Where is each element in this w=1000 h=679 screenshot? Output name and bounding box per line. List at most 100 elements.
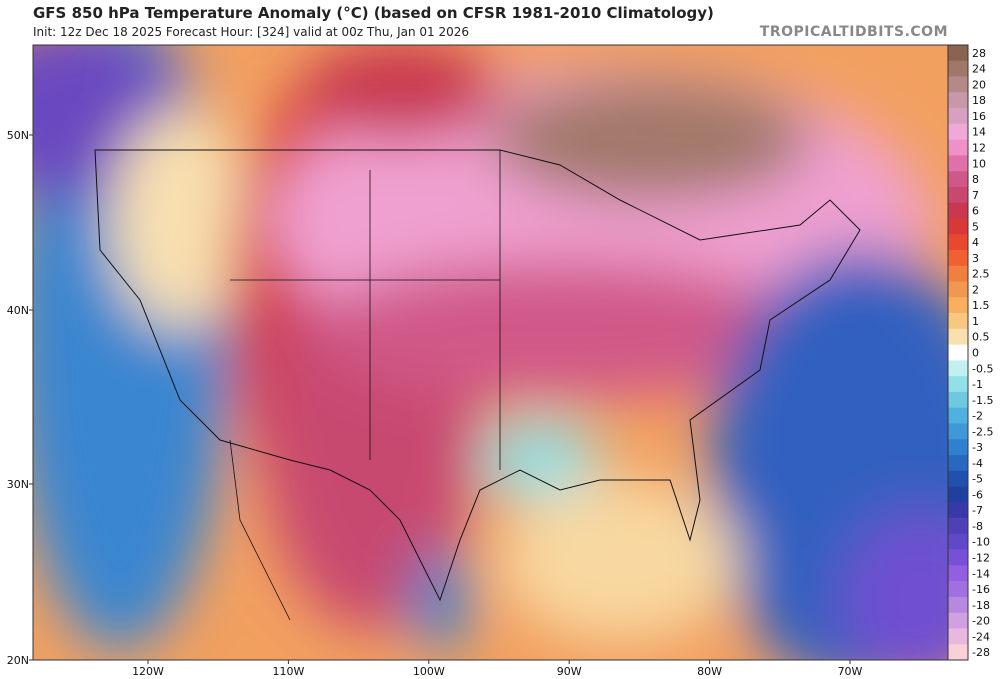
lat-label: 50N — [7, 129, 29, 142]
colorbar-swatch — [948, 186, 968, 203]
colorbar-swatch — [948, 439, 968, 456]
lat-label: 30N — [7, 478, 29, 491]
colorbar-label: -18 — [972, 599, 990, 612]
colorbar-label: 2.5 — [972, 268, 990, 281]
colorbar-swatch — [948, 376, 968, 393]
colorbar-label: 14 — [972, 126, 986, 139]
colorbar-swatch — [948, 265, 968, 282]
map-subtitle: Init: 12z Dec 18 2025 Forecast Hour: [32… — [33, 25, 470, 39]
colorbar-swatch — [948, 423, 968, 440]
colorbar-label: -8 — [972, 520, 983, 533]
colorbar-swatch — [948, 360, 968, 377]
lon-label: 120W — [132, 665, 164, 678]
colorbar-swatch — [948, 76, 968, 93]
colorbar-swatch — [948, 155, 968, 172]
lat-labels: 50N 40N 30N 20N — [7, 129, 33, 667]
colorbar-swatch — [948, 565, 968, 582]
colorbar-swatch — [948, 628, 968, 645]
colorbar-label: -28 — [972, 646, 990, 659]
colorbar-label: 6 — [972, 205, 979, 218]
colorbar-swatch — [948, 596, 968, 613]
colorbar-label: -3 — [972, 441, 983, 454]
field-blobs — [33, 45, 948, 660]
colorbar-label: 4 — [972, 236, 979, 249]
colorbar-label: -4 — [972, 457, 983, 470]
colorbar-label: -1.5 — [972, 394, 993, 407]
colorbar-swatch — [948, 344, 968, 361]
colorbar-label: 10 — [972, 157, 986, 170]
colorbar-swatch — [948, 612, 968, 629]
colorbar-label: 28 — [972, 47, 986, 60]
lon-label: 70W — [838, 665, 863, 678]
coastline — [94, 149, 861, 602]
colorbar-label: -14 — [972, 567, 990, 580]
anomaly-field — [33, 45, 948, 660]
map-title: GFS 850 hPa Temperature Anomaly (°C) (ba… — [33, 4, 714, 22]
colorbar-swatch — [948, 139, 968, 156]
colorbar-swatch — [948, 92, 968, 109]
colorbar-swatch — [948, 644, 968, 661]
colorbar-label: -5 — [972, 473, 983, 486]
colorbar-label: -2.5 — [972, 425, 993, 438]
colorbar-swatch — [948, 455, 968, 472]
colorbar-swatch — [948, 549, 968, 566]
colorbar-swatch — [948, 581, 968, 598]
colorbar-label: -1 — [972, 378, 983, 391]
colorbar-swatch — [948, 123, 968, 140]
colorbar-swatch — [948, 518, 968, 535]
colorbar-label: -20 — [972, 615, 990, 628]
colorbar-swatch — [948, 407, 968, 424]
colorbar-swatch — [948, 328, 968, 345]
colorbar-swatch — [948, 486, 968, 503]
colorbar-swatch — [948, 470, 968, 487]
colorbar: 28 24 20 18 16 14 12 10 8 7 6 5 4 3 2.5 2 1.5 1 0.5 0 -0.5 -1… — [947, 44, 993, 661]
colorbar-swatch — [948, 45, 968, 62]
colorbar-swatch — [948, 297, 968, 314]
colorbar-swatch — [948, 281, 968, 298]
colorbar-swatch — [948, 171, 968, 188]
colorbar-swatch — [948, 250, 968, 267]
colorbar-label: 20 — [972, 78, 986, 91]
colorbar-label: 8 — [972, 173, 979, 186]
colorbar-label: 5 — [972, 220, 979, 233]
lat-label: 40N — [7, 304, 29, 317]
colorbar-label: 7 — [972, 189, 979, 202]
colorbar-label: -12 — [972, 552, 990, 565]
colorbar-label: 24 — [972, 63, 986, 76]
colorbar-label: -0.5 — [972, 362, 993, 375]
lon-labels: 120W 110W 100W 90W 80W 70W — [132, 660, 863, 678]
colorbar-label: -10 — [972, 536, 990, 549]
colorbar-label: 3 — [972, 252, 979, 265]
colorbar-label: 1 — [972, 315, 979, 328]
colorbar-label: -6 — [972, 488, 983, 501]
colorbar-label: -16 — [972, 583, 990, 596]
colorbar-label: 16 — [972, 110, 986, 123]
colorbar-swatch — [948, 108, 968, 125]
colorbar-label: -24 — [972, 630, 990, 643]
colorbar-label: 0 — [972, 347, 979, 360]
colorbar-label: 1.5 — [972, 299, 990, 312]
state-lines — [229, 150, 501, 621]
lon-label: 80W — [697, 665, 722, 678]
colorbar-label: 2 — [972, 283, 979, 296]
colorbar-swatch — [948, 313, 968, 330]
colorbar-swatch — [948, 502, 968, 519]
colorbar-label: 0.5 — [972, 331, 990, 344]
lon-label: 100W — [413, 665, 445, 678]
colorbar-label: 18 — [972, 94, 986, 107]
colorbar-label: -2 — [972, 410, 983, 423]
colorbar-swatch — [948, 533, 968, 550]
site-name: TROPICALTIDBITS.COM — [759, 24, 948, 40]
lon-label: 90W — [557, 665, 582, 678]
colorbar-swatch — [948, 60, 968, 77]
lon-label: 110W — [272, 665, 304, 678]
colorbar-swatch — [948, 202, 968, 219]
colorbar-swatch — [948, 391, 968, 408]
lat-label: 20N — [7, 654, 29, 667]
colorbar-swatch — [948, 234, 968, 251]
colorbar-frame — [947, 44, 969, 661]
colorbar-swatch — [948, 218, 968, 235]
colorbar-label: 12 — [972, 142, 986, 155]
